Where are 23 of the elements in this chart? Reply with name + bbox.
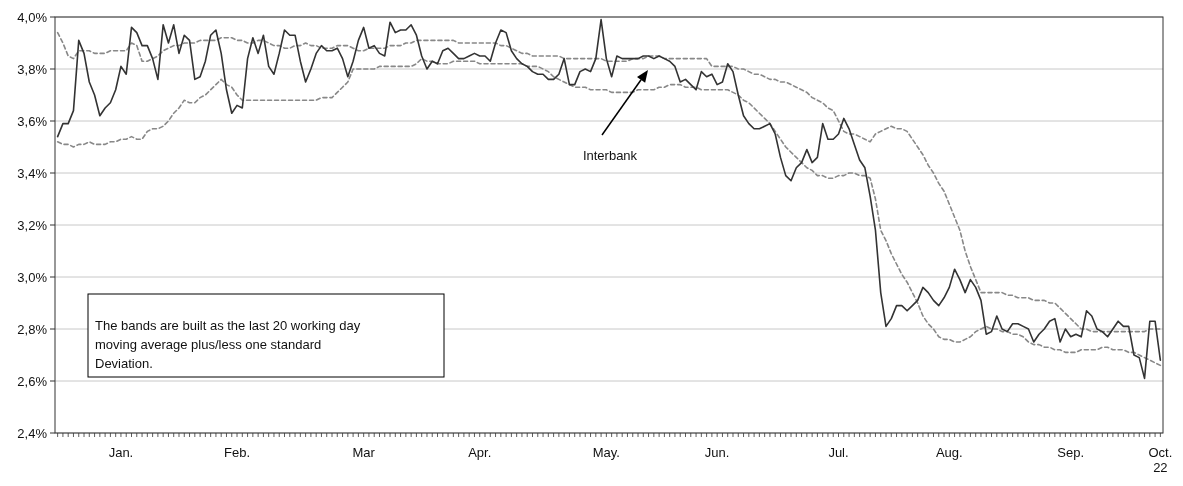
y-tick-label: 2,4% bbox=[17, 425, 48, 441]
x-tick-label: Jul. bbox=[828, 445, 849, 460]
x-tick-label: Apr. bbox=[468, 445, 492, 460]
x-tick-label: Aug. bbox=[935, 445, 963, 460]
y-tick-label: 3,4% bbox=[17, 165, 48, 181]
note-box: The bands are built as the last 20 working day moving average plus/less one standard Deviation. bbox=[87, 293, 445, 378]
x-tick-label: May. bbox=[592, 445, 620, 460]
y-tick-label: 2,6% bbox=[17, 373, 48, 389]
y-tick-label: 3,8% bbox=[17, 61, 48, 77]
y-tick-label: 4,0% bbox=[17, 9, 48, 25]
y-tick-label: 3,6% bbox=[17, 113, 48, 129]
y-tick-label: 3,0% bbox=[17, 269, 48, 285]
x-tick-label: Feb. bbox=[224, 445, 251, 460]
annotation: Interbank bbox=[582, 148, 638, 163]
annotation: The bands are built as the last 20 working day moving average plus/less one standard Deviation. bbox=[95, 318, 361, 371]
y-tick-label: 2,8% bbox=[17, 321, 48, 337]
x-tick-label: Oct. 22 bbox=[1148, 445, 1173, 475]
y-tick-label: 3,2% bbox=[17, 217, 48, 233]
line-series bbox=[56, 31, 1162, 333]
x-tick-label: Sep. bbox=[1057, 445, 1085, 460]
x-tick-label: Mar bbox=[352, 445, 376, 460]
x-tick-label: Jun. bbox=[704, 445, 730, 460]
x-tick-label: Jan. bbox=[108, 445, 134, 460]
